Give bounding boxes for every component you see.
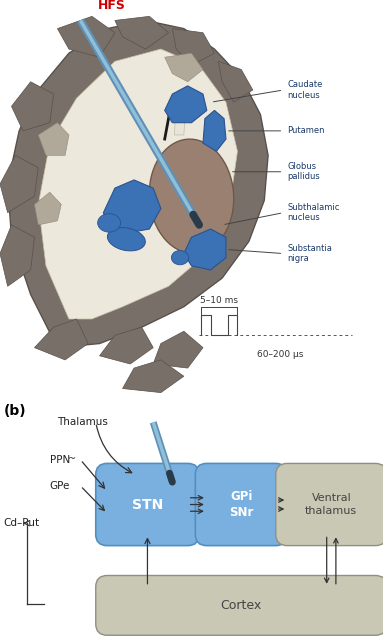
Polygon shape — [57, 17, 115, 58]
FancyBboxPatch shape — [96, 463, 199, 546]
Ellipse shape — [98, 213, 121, 232]
FancyBboxPatch shape — [96, 576, 383, 635]
Polygon shape — [100, 327, 153, 364]
Text: PPN: PPN — [50, 455, 70, 465]
Text: ~: ~ — [69, 454, 77, 464]
Polygon shape — [8, 20, 268, 348]
Polygon shape — [0, 225, 34, 286]
Polygon shape — [38, 123, 69, 155]
Polygon shape — [184, 229, 226, 270]
Polygon shape — [34, 319, 88, 360]
Polygon shape — [165, 53, 203, 82]
Text: HFS: HFS — [98, 0, 126, 12]
Text: STN: STN — [132, 498, 163, 511]
Ellipse shape — [108, 227, 145, 251]
Polygon shape — [11, 82, 54, 131]
Text: Cortex: Cortex — [221, 599, 262, 612]
Text: Caudate
nucleus: Caudate nucleus — [287, 81, 322, 100]
Text: GPe: GPe — [50, 481, 70, 491]
FancyBboxPatch shape — [276, 463, 383, 546]
Polygon shape — [172, 29, 214, 65]
Polygon shape — [115, 17, 169, 49]
Polygon shape — [0, 155, 38, 213]
Polygon shape — [174, 106, 186, 135]
Text: 5–10 ms: 5–10 ms — [200, 296, 238, 305]
Polygon shape — [153, 331, 203, 368]
Text: (b): (b) — [4, 404, 26, 418]
FancyBboxPatch shape — [195, 463, 287, 546]
Text: GPi
SNr: GPi SNr — [229, 490, 254, 519]
Polygon shape — [34, 192, 61, 225]
Polygon shape — [123, 360, 184, 392]
Text: Thalamus: Thalamus — [57, 417, 108, 427]
Text: 60–200 μs: 60–200 μs — [257, 350, 303, 358]
Ellipse shape — [149, 139, 234, 254]
Ellipse shape — [172, 250, 189, 265]
Polygon shape — [203, 111, 226, 151]
Polygon shape — [218, 61, 253, 102]
Polygon shape — [103, 180, 161, 233]
Text: Substantia
nigra: Substantia nigra — [287, 244, 332, 263]
Polygon shape — [38, 49, 237, 319]
Text: Globus
pallidus: Globus pallidus — [287, 162, 320, 181]
Text: Putamen: Putamen — [287, 127, 325, 135]
Polygon shape — [165, 86, 207, 123]
Text: Subthalamic
nucleus: Subthalamic nucleus — [287, 203, 340, 222]
Text: Ventral
thalamus: Ventral thalamus — [305, 493, 357, 516]
Text: Cd–Put: Cd–Put — [4, 518, 40, 528]
